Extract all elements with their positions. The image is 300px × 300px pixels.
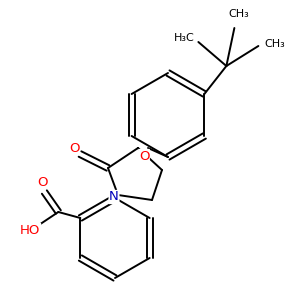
Text: O: O bbox=[69, 142, 79, 154]
Text: CH₃: CH₃ bbox=[264, 39, 285, 49]
Text: H₃C: H₃C bbox=[174, 33, 195, 43]
Text: CH₃: CH₃ bbox=[228, 9, 249, 19]
Text: O: O bbox=[37, 176, 48, 188]
Text: HO: HO bbox=[20, 224, 40, 236]
Text: O: O bbox=[139, 149, 149, 163]
Text: N: N bbox=[109, 190, 119, 203]
